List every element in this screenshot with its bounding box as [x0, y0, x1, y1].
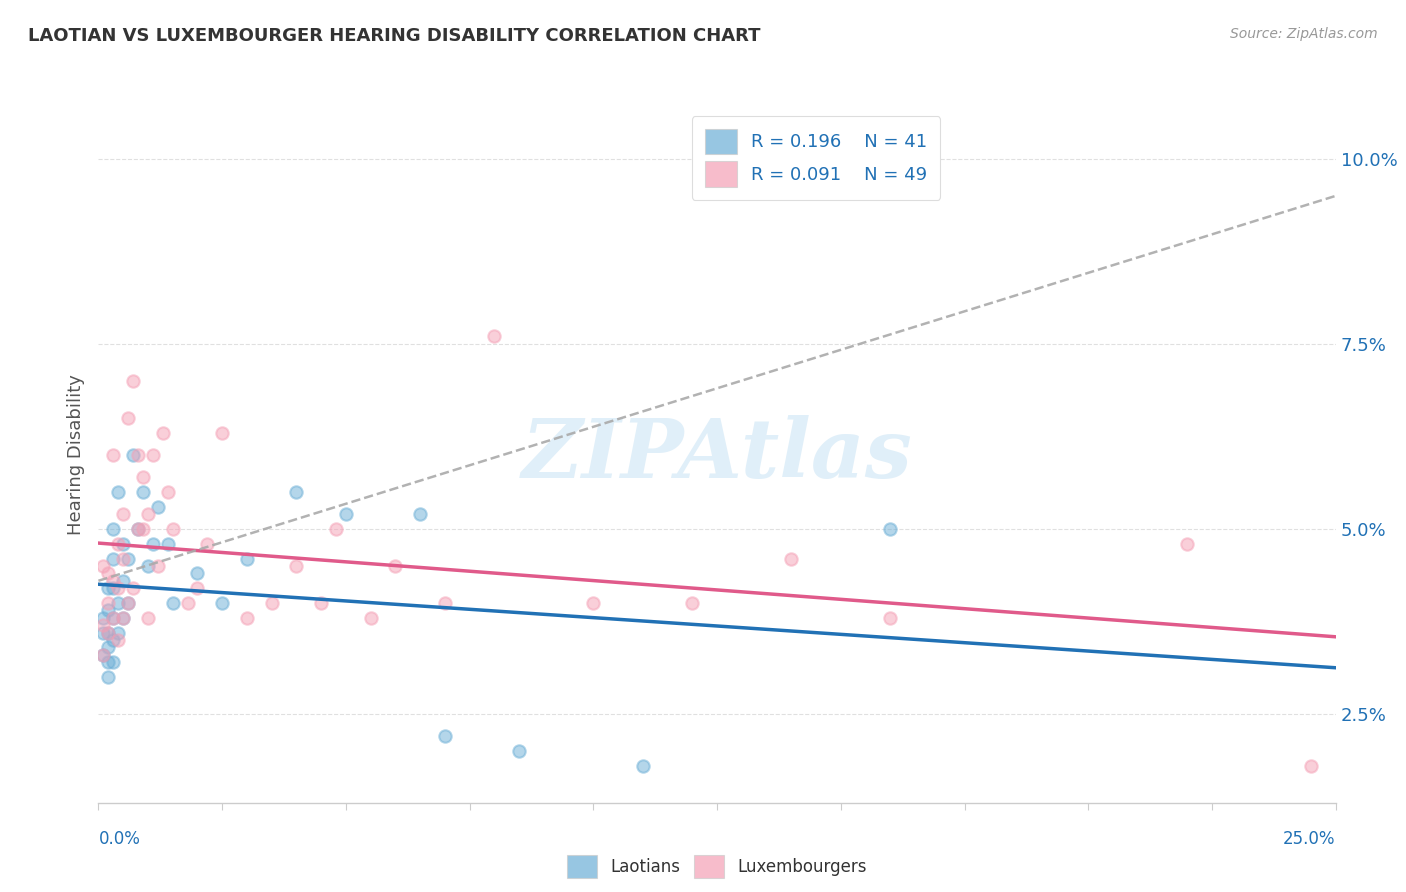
Point	[309, 596, 332, 610]
Point	[97, 596, 120, 610]
Point	[136, 611, 159, 625]
Point	[117, 551, 139, 566]
Point	[211, 596, 233, 610]
Point	[484, 329, 506, 343]
Y-axis label: Hearing Disability: Hearing Disability	[66, 375, 84, 535]
Point	[136, 558, 159, 573]
Legend: Laotians, Luxembourgers: Laotians, Luxembourgers	[561, 848, 873, 885]
Point	[112, 507, 135, 521]
Point	[103, 581, 125, 595]
Point	[142, 448, 165, 462]
Point	[103, 611, 125, 625]
Point	[107, 625, 129, 640]
Point	[162, 596, 184, 610]
Point	[103, 611, 125, 625]
Point	[103, 522, 125, 536]
Point	[97, 625, 120, 640]
Point	[93, 648, 115, 662]
Point	[112, 551, 135, 566]
Point	[103, 632, 125, 647]
Point	[103, 448, 125, 462]
Point	[107, 632, 129, 647]
Point	[112, 611, 135, 625]
Point	[176, 596, 198, 610]
Text: LAOTIAN VS LUXEMBOURGER HEARING DISABILITY CORRELATION CHART: LAOTIAN VS LUXEMBOURGER HEARING DISABILI…	[28, 27, 761, 45]
Point	[107, 596, 129, 610]
Point	[582, 596, 605, 610]
Point	[146, 500, 169, 514]
Point	[433, 729, 456, 743]
Point	[146, 558, 169, 573]
Point	[107, 581, 129, 595]
Point	[152, 425, 174, 440]
Point	[93, 625, 115, 640]
Text: ZIPAtlas: ZIPAtlas	[522, 415, 912, 495]
Point	[1299, 759, 1322, 773]
Point	[132, 470, 155, 484]
Point	[97, 603, 120, 617]
Point	[97, 625, 120, 640]
Point	[127, 522, 149, 536]
Point	[112, 537, 135, 551]
Point	[325, 522, 347, 536]
Point	[1175, 537, 1198, 551]
Point	[162, 522, 184, 536]
Point	[132, 522, 155, 536]
Point	[97, 566, 120, 581]
Point	[93, 558, 115, 573]
Point	[156, 537, 179, 551]
Text: 25.0%: 25.0%	[1284, 830, 1336, 847]
Point	[879, 611, 901, 625]
Point	[97, 581, 120, 595]
Point	[103, 655, 125, 669]
Point	[285, 484, 308, 499]
Point	[127, 522, 149, 536]
Point	[384, 558, 406, 573]
Point	[236, 551, 259, 566]
Point	[433, 596, 456, 610]
Point	[409, 507, 432, 521]
Point	[211, 425, 233, 440]
Point	[285, 558, 308, 573]
Point	[508, 744, 530, 758]
Point	[195, 537, 218, 551]
Point	[631, 759, 654, 773]
Point	[97, 655, 120, 669]
Point	[236, 611, 259, 625]
Point	[93, 618, 115, 632]
Point	[103, 574, 125, 588]
Point	[186, 566, 208, 581]
Point	[117, 411, 139, 425]
Point	[122, 448, 145, 462]
Point	[97, 640, 120, 655]
Point	[93, 648, 115, 662]
Point	[107, 484, 129, 499]
Point	[186, 581, 208, 595]
Point	[260, 596, 283, 610]
Point	[93, 611, 115, 625]
Point	[112, 611, 135, 625]
Point	[103, 551, 125, 566]
Point	[681, 596, 703, 610]
Point	[879, 522, 901, 536]
Text: 0.0%: 0.0%	[98, 830, 141, 847]
Point	[156, 484, 179, 499]
Point	[117, 596, 139, 610]
Point	[107, 537, 129, 551]
Point	[117, 596, 139, 610]
Point	[122, 374, 145, 388]
Text: Source: ZipAtlas.com: Source: ZipAtlas.com	[1230, 27, 1378, 41]
Point	[142, 537, 165, 551]
Point	[127, 448, 149, 462]
Point	[780, 551, 803, 566]
Point	[97, 670, 120, 684]
Point	[360, 611, 382, 625]
Point	[136, 507, 159, 521]
Point	[132, 484, 155, 499]
Point	[112, 574, 135, 588]
Point	[335, 507, 357, 521]
Point	[122, 581, 145, 595]
